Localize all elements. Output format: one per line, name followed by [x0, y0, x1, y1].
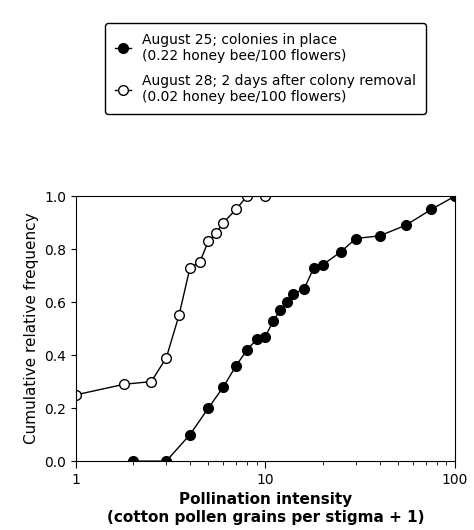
August 25; colonies in place
(0.22 honey bee/100 flowers) [220, 384, 226, 390]
August 28; 2 days after colony removal
(0.02 honey bee/100 flowers) [148, 378, 154, 385]
August 25; colonies in place
(0.22 honey bee/100 flowers) [290, 291, 296, 297]
August 25; colonies in place
(0.22 honey bee/100 flowers) [301, 286, 307, 292]
August 28; 2 days after colony removal
(0.02 honey bee/100 flowers) [164, 355, 169, 361]
August 25; colonies in place
(0.22 honey bee/100 flowers) [130, 458, 136, 464]
Y-axis label: Cumulative relative frequency: Cumulative relative frequency [24, 213, 38, 445]
August 28; 2 days after colony removal
(0.02 honey bee/100 flowers) [206, 238, 211, 244]
August 25; colonies in place
(0.22 honey bee/100 flowers) [353, 235, 359, 242]
Line: August 25; colonies in place
(0.22 honey bee/100 flowers): August 25; colonies in place (0.22 honey… [128, 191, 460, 466]
August 25; colonies in place
(0.22 honey bee/100 flowers) [278, 307, 283, 313]
August 25; colonies in place
(0.22 honey bee/100 flowers) [164, 458, 169, 464]
August 28; 2 days after colony removal
(0.02 honey bee/100 flowers) [176, 312, 182, 319]
August 28; 2 days after colony removal
(0.02 honey bee/100 flowers) [197, 259, 202, 266]
August 25; colonies in place
(0.22 honey bee/100 flowers) [271, 317, 276, 324]
August 25; colonies in place
(0.22 honey bee/100 flowers) [233, 363, 239, 369]
August 25; colonies in place
(0.22 honey bee/100 flowers) [377, 233, 383, 239]
August 28; 2 days after colony removal
(0.02 honey bee/100 flowers) [187, 264, 193, 271]
August 28; 2 days after colony removal
(0.02 honey bee/100 flowers) [213, 230, 219, 236]
August 25; colonies in place
(0.22 honey bee/100 flowers) [254, 336, 260, 342]
Legend: August 25; colonies in place
(0.22 honey bee/100 flowers), August 28; 2 days aft: August 25; colonies in place (0.22 honey… [105, 23, 426, 114]
August 25; colonies in place
(0.22 honey bee/100 flowers) [452, 193, 458, 199]
August 25; colonies in place
(0.22 honey bee/100 flowers) [244, 347, 250, 353]
August 28; 2 days after colony removal
(0.02 honey bee/100 flowers) [121, 381, 127, 387]
August 25; colonies in place
(0.22 honey bee/100 flowers) [403, 222, 409, 228]
August 25; colonies in place
(0.22 honey bee/100 flowers) [311, 264, 317, 271]
August 25; colonies in place
(0.22 honey bee/100 flowers) [187, 431, 193, 438]
August 25; colonies in place
(0.22 honey bee/100 flowers) [284, 299, 290, 305]
August 25; colonies in place
(0.22 honey bee/100 flowers) [263, 333, 268, 340]
August 28; 2 days after colony removal
(0.02 honey bee/100 flowers) [263, 193, 268, 199]
August 25; colonies in place
(0.22 honey bee/100 flowers) [428, 206, 434, 213]
August 25; colonies in place
(0.22 honey bee/100 flowers) [319, 262, 325, 268]
X-axis label: Pollination intensity
(cotton pollen grains per stigma + 1): Pollination intensity (cotton pollen gra… [107, 492, 424, 525]
August 25; colonies in place
(0.22 honey bee/100 flowers) [338, 249, 344, 255]
August 28; 2 days after colony removal
(0.02 honey bee/100 flowers) [233, 206, 239, 213]
Line: August 28; 2 days after colony removal
(0.02 honey bee/100 flowers): August 28; 2 days after colony removal (… [71, 191, 270, 400]
August 28; 2 days after colony removal
(0.02 honey bee/100 flowers) [244, 193, 250, 199]
August 28; 2 days after colony removal
(0.02 honey bee/100 flowers) [73, 392, 79, 398]
August 28; 2 days after colony removal
(0.02 honey bee/100 flowers) [220, 219, 226, 226]
August 25; colonies in place
(0.22 honey bee/100 flowers) [206, 405, 211, 411]
